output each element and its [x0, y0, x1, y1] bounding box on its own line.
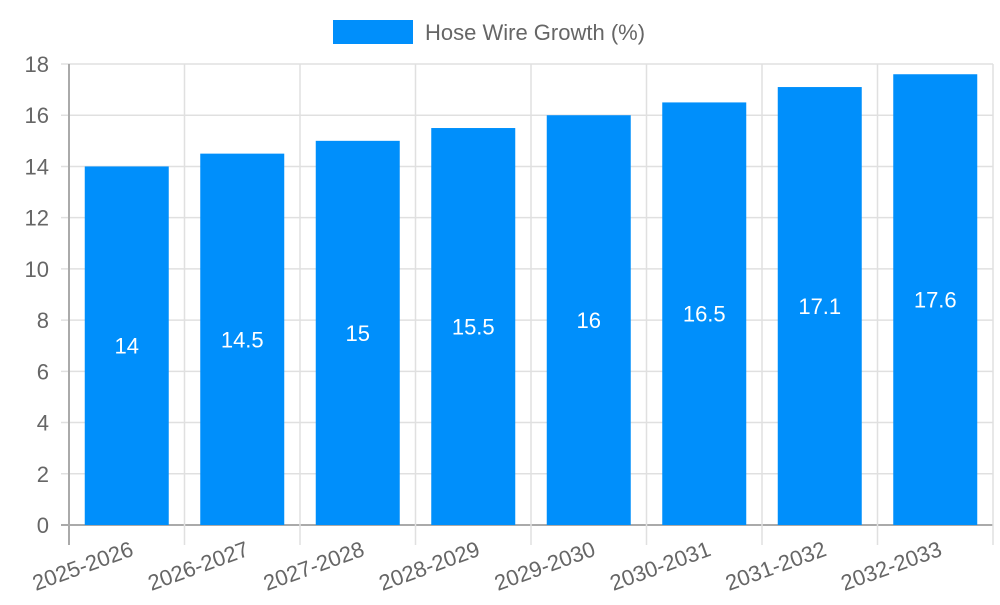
- y-tick-label: 4: [37, 411, 49, 436]
- bar[interactable]: [84, 166, 169, 525]
- bar[interactable]: [546, 115, 631, 525]
- legend[interactable]: Hose Wire Growth (%): [333, 20, 645, 45]
- x-tick-label: 2030-2031: [607, 536, 714, 595]
- y-axis: 0 2 4 6 8 10 12 14 16 18: [25, 52, 49, 538]
- bar-value-label: 15.5: [452, 315, 495, 340]
- x-tick-label: 2028-2029: [376, 536, 483, 595]
- bar[interactable]: [200, 153, 285, 525]
- y-tick-label: 6: [37, 359, 49, 384]
- y-tick-label: 2: [37, 462, 49, 487]
- x-tick-label: 2025-2026: [29, 536, 136, 595]
- x-tick-label: 2027-2028: [260, 536, 367, 595]
- legend-label: Hose Wire Growth (%): [425, 20, 645, 45]
- x-axis: 2025-2026 2026-2027 2027-2028 2028-2029 2029…: [29, 536, 945, 595]
- bar-value-label: 14: [115, 334, 139, 359]
- y-tick-label: 10: [25, 257, 49, 282]
- bar[interactable]: [431, 128, 516, 525]
- x-tick-label: 2026-2027: [145, 536, 252, 595]
- bar[interactable]: [893, 74, 978, 525]
- y-tick-label: 12: [25, 206, 49, 231]
- x-tick-label: 2031-2032: [722, 536, 829, 595]
- bar-value-label: 16: [577, 308, 601, 333]
- bar-value-label: 17.1: [798, 294, 841, 319]
- bar-value-label: 17.6: [914, 288, 957, 313]
- x-tick-label: 2032-2033: [838, 536, 945, 595]
- y-tick-label: 8: [37, 308, 49, 333]
- bar-value-label: 15: [346, 321, 370, 346]
- y-tick-label: 0: [37, 513, 49, 538]
- y-tick-label: 16: [25, 103, 49, 128]
- x-tick-label: 2029-2030: [491, 536, 598, 595]
- bar-value-label: 14.5: [221, 327, 264, 352]
- y-tick-label: 14: [25, 154, 49, 179]
- bar-value-label: 16.5: [683, 302, 726, 327]
- legend-swatch: [333, 20, 413, 44]
- bar[interactable]: [777, 87, 862, 526]
- bar[interactable]: [662, 102, 747, 526]
- y-tick-label: 18: [25, 52, 49, 77]
- bars: 14 14.5 15 15.5 16 16.5 17.1 17.6: [84, 74, 978, 526]
- bar[interactable]: [315, 140, 400, 526]
